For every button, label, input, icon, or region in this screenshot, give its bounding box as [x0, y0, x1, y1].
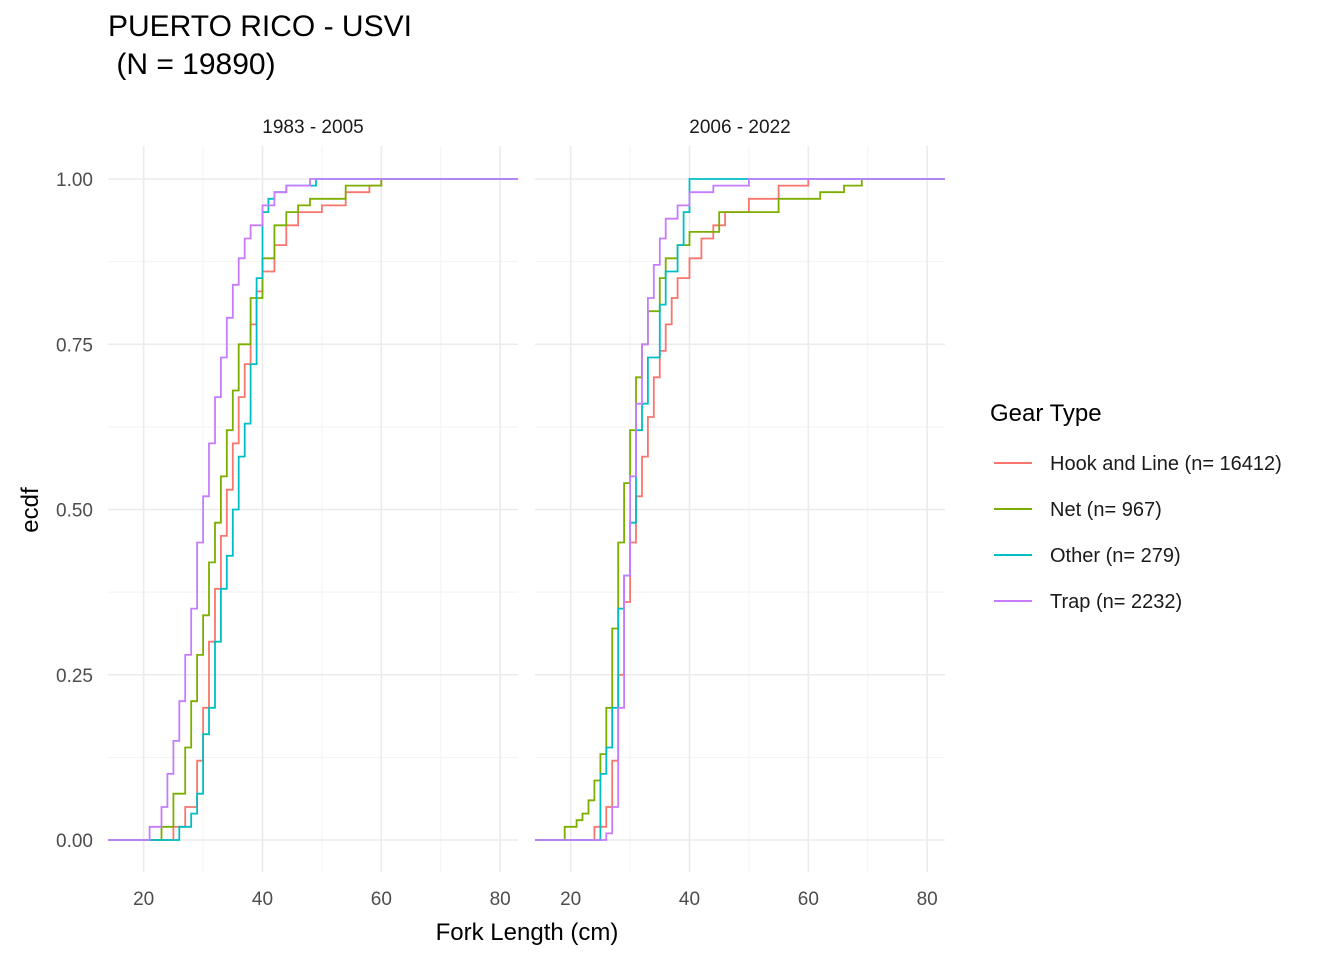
x-tick-label: 40 [252, 889, 273, 910]
x-tick-label: 40 [679, 889, 700, 910]
x-axis-title: Fork Length (cm) [436, 919, 619, 946]
ecdf-line-other [108, 178, 518, 841]
chart-subtitle: (N = 19890) [108, 48, 276, 81]
ecdf-line-hook [535, 178, 945, 841]
x-tick-label: 60 [371, 889, 392, 910]
legend-label: Hook and Line (n= 16412) [1050, 453, 1282, 475]
y-tick-label: 0.50 [56, 501, 93, 522]
x-tick-label: 80 [917, 889, 938, 910]
legend-label: Net (n= 967) [1050, 499, 1162, 521]
y-tick-label: 1.00 [56, 170, 93, 191]
legend-label: Other (n= 279) [1050, 545, 1181, 567]
legend-title: Gear Type [990, 400, 1102, 427]
ecdf-line-trap [535, 178, 945, 841]
facet-label: 1983 - 2005 [262, 117, 363, 138]
x-tick-label: 20 [560, 889, 581, 910]
y-tick-label: 0.75 [56, 335, 93, 356]
legend-label: Trap (n= 2232) [1050, 591, 1182, 613]
y-tick-label: 0.00 [56, 831, 93, 852]
chart-title: PUERTO RICO - USVI [108, 10, 412, 43]
x-tick-label: 20 [133, 889, 154, 910]
ecdf-line-hook [108, 178, 518, 841]
y-tick-label: 0.25 [56, 666, 93, 687]
facet-label: 2006 - 2022 [689, 117, 790, 138]
ecdf-line-trap [108, 178, 518, 841]
x-tick-label: 80 [490, 889, 511, 910]
ecdf-line-net [108, 178, 518, 841]
x-tick-label: 60 [798, 889, 819, 910]
y-axis-title: ecdf [17, 487, 44, 533]
